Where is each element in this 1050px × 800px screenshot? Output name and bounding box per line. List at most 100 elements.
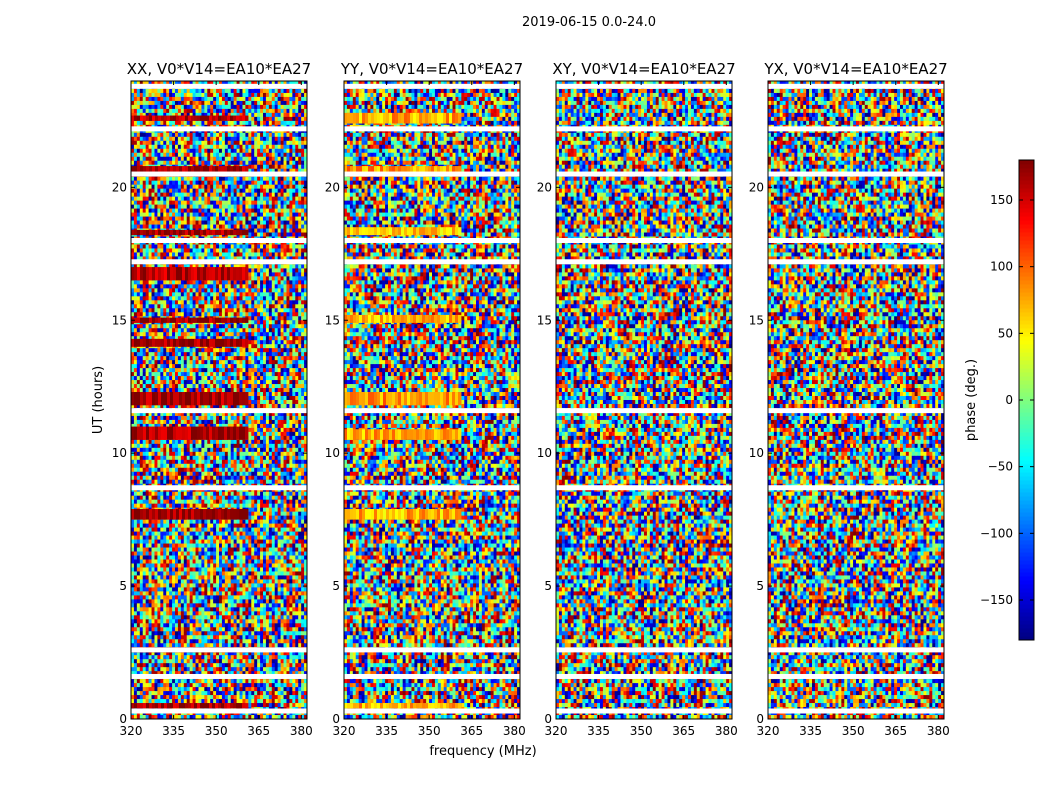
heatmap-cell [245, 104, 249, 110]
heatmap-cell [166, 304, 170, 309]
heatmap-cell [260, 152, 264, 158]
heatmap-cell [242, 224, 246, 229]
heatmap-cell [175, 180, 179, 186]
heatmap-cell [177, 324, 182, 329]
heatmap-cell [257, 284, 261, 289]
heatmap-cell [233, 100, 237, 106]
heatmap-cell [233, 184, 237, 190]
heatmap-cell [292, 256, 296, 261]
heatmap-cell [157, 208, 161, 213]
heatmap-cell [277, 364, 281, 369]
heatmap-cell [148, 296, 152, 301]
heatmap-cell [131, 264, 135, 269]
heatmap-cell [221, 81, 226, 86]
heatmap-cell [177, 256, 182, 261]
heatmap-cell [263, 376, 267, 381]
heatmap-cell [248, 396, 252, 401]
heatmap-cell [263, 256, 267, 261]
heatmap-cell [254, 356, 258, 361]
heatmap-cell [131, 112, 135, 118]
heatmap-cell [271, 196, 276, 202]
heatmap-cell [245, 372, 249, 377]
heatmap-cell [183, 88, 188, 94]
heatmap-cell [292, 212, 296, 217]
heatmap-cell [195, 104, 199, 110]
heatmap-cell [251, 212, 255, 217]
heatmap-cell [286, 364, 290, 369]
heatmap-cell [251, 156, 255, 162]
heatmap-cell [177, 220, 182, 225]
heatmap-cell [221, 308, 226, 313]
heatmap-cell [277, 136, 281, 142]
heatmap-cell [207, 104, 211, 110]
heatmap-cell [145, 324, 149, 329]
heatmap-cell [204, 188, 208, 194]
heatmap-cell [216, 380, 220, 385]
heatmap-cell [274, 148, 279, 154]
heatmap-cell [227, 304, 232, 309]
heatmap-cell [163, 372, 167, 377]
heatmap-cell [163, 300, 167, 305]
heatmap-cell [160, 328, 164, 333]
heatmap-cell [277, 324, 281, 329]
heatmap-cell [289, 388, 293, 393]
heatmap-cell [230, 176, 235, 182]
heatmap-cell [207, 332, 211, 337]
heatmap-cell [213, 88, 217, 94]
heatmap-cell [254, 232, 258, 237]
heatmap-cell [265, 356, 270, 361]
heatmap-cell [295, 400, 299, 405]
heatmap-cell [177, 348, 182, 353]
heatmap-cell [216, 300, 220, 305]
heatmap-cell [198, 380, 202, 385]
heatmap-cell [304, 268, 307, 273]
heatmap-cell [263, 160, 267, 166]
heatmap-cell [298, 328, 302, 333]
heatmap-cell [224, 196, 229, 202]
heatmap-cell [183, 92, 188, 98]
heatmap-cell [166, 308, 170, 313]
heatmap-cell [157, 244, 161, 249]
heatmap-cell [131, 252, 135, 257]
heatmap-cell [271, 352, 276, 357]
heatmap-cell [265, 276, 270, 281]
heatmap-cell [283, 328, 287, 333]
heatmap-cell [286, 204, 290, 209]
heatmap-cell [189, 360, 193, 365]
heatmap-cell [175, 280, 179, 285]
heatmap-cell [298, 352, 302, 357]
heatmap-cell [254, 332, 258, 337]
heatmap-cell [268, 336, 273, 341]
heatmap-cell [139, 208, 144, 213]
heatmap-cell [304, 364, 307, 369]
heatmap-cell [283, 96, 287, 102]
heatmap-cell [257, 348, 261, 353]
heatmap-cell [289, 208, 293, 213]
heatmap-cell [160, 88, 164, 94]
heatmap-cell [221, 148, 226, 154]
heatmap-cell [304, 192, 307, 198]
heatmap-cell [213, 288, 217, 293]
heatmap-cell [154, 352, 158, 357]
heatmap-cell [133, 364, 138, 369]
heatmap-cell [274, 403, 279, 409]
heatmap-cell [298, 272, 302, 277]
heatmap-cell [263, 340, 267, 345]
heatmap-cell [260, 196, 264, 202]
heatmap-cell [136, 204, 141, 209]
heatmap-cell [151, 152, 155, 158]
heatmap-cell [189, 288, 193, 293]
heatmap-cell [265, 152, 270, 158]
heatmap-cell [254, 368, 258, 373]
heatmap-cell [245, 244, 249, 249]
heatmap-cell [219, 148, 223, 154]
heatmap-cell [274, 368, 279, 373]
heatmap-cell [280, 368, 284, 373]
heatmap-cell [180, 184, 185, 190]
heatmap-cell [295, 312, 299, 317]
heatmap-cell [260, 336, 264, 341]
heatmap-cell [204, 132, 208, 138]
heatmap-cell [277, 284, 281, 289]
heatmap-cell [172, 148, 176, 154]
heatmap-cell [142, 376, 147, 381]
